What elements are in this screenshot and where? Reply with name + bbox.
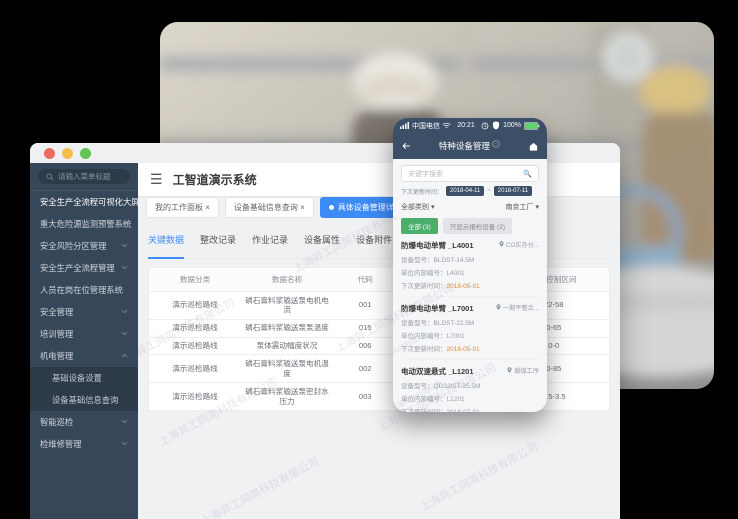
svg-text:上海异工同简科技: 上海异工同简科技 <box>393 291 396 325</box>
svg-text:上海异工同简科技有限公司: 上海异工同简科技有限公司 <box>417 439 540 513</box>
svg-text:上海异工同简科技有限公司: 上海异工同简科技有限公司 <box>198 454 321 519</box>
svg-text:?: ? <box>495 142 498 147</box>
